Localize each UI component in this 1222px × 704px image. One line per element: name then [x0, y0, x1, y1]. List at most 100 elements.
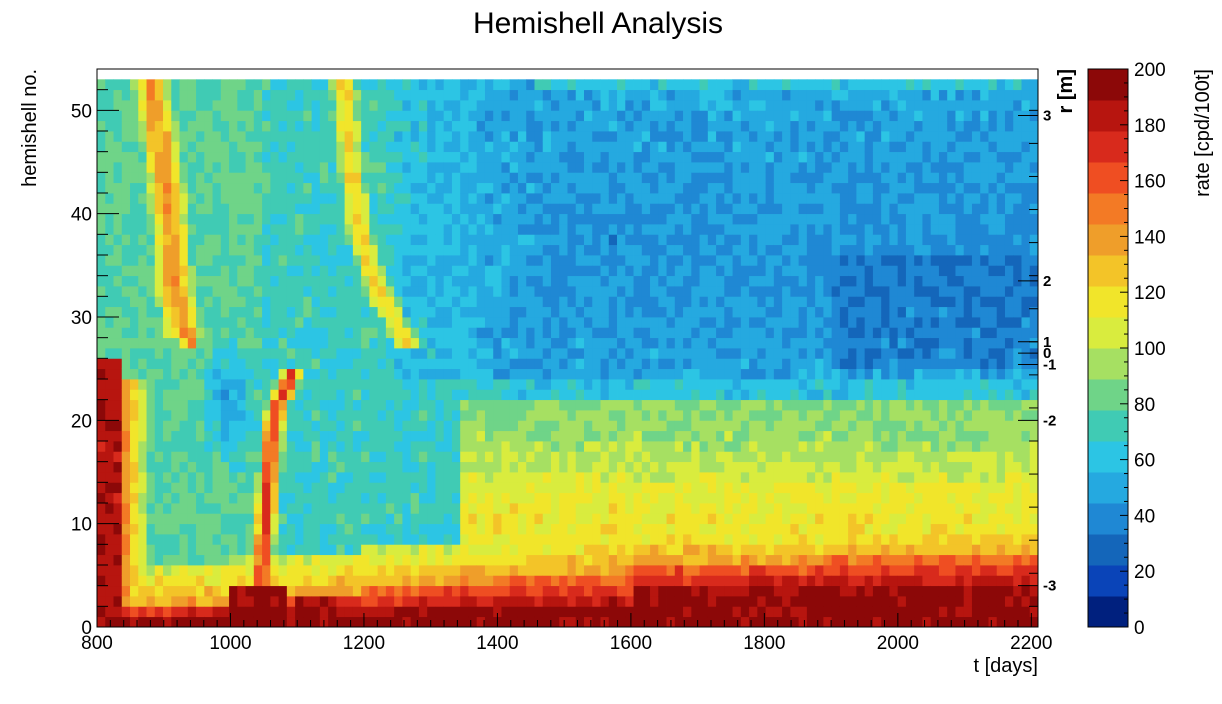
heatmap-cell — [468, 110, 478, 122]
heatmap-cell — [163, 358, 172, 370]
heatmap-cell — [790, 410, 800, 421]
heatmap-cell — [319, 348, 329, 359]
heatmap-cell — [633, 430, 643, 442]
heatmap-cell — [542, 410, 552, 421]
heatmap-cell — [773, 234, 783, 246]
heatmap-cell — [220, 554, 230, 566]
heatmap-cell — [815, 151, 824, 163]
heatmap-cell — [666, 389, 676, 401]
heatmap-cell — [344, 182, 354, 194]
heatmap-cell — [567, 348, 577, 359]
heatmap-cell — [229, 348, 238, 359]
heatmap-cell — [435, 430, 445, 442]
heatmap-cell — [319, 358, 329, 370]
heatmap-cell — [212, 317, 222, 328]
heatmap-cell — [782, 399, 791, 411]
heatmap-cell — [352, 234, 362, 246]
heatmap-cell — [749, 513, 758, 525]
heatmap-cell — [790, 182, 800, 194]
heatmap-cell — [146, 275, 156, 287]
heatmap-cell — [427, 306, 436, 318]
heatmap-cell — [534, 554, 544, 566]
heatmap-cell — [138, 379, 147, 390]
heatmap-cell — [179, 110, 189, 122]
heatmap-cell — [245, 420, 255, 432]
heatmap-cell — [872, 616, 882, 628]
heatmap-cell — [303, 596, 313, 607]
heatmap-cell — [163, 203, 172, 215]
heatmap-cell — [253, 616, 263, 628]
heatmap-cell — [130, 379, 139, 390]
heatmap-cell — [410, 596, 420, 607]
heatmap-cell — [831, 451, 841, 463]
heatmap-cell — [493, 172, 502, 184]
heatmap-cell — [683, 151, 692, 163]
heatmap-cell — [468, 337, 478, 349]
heatmap-cell — [864, 492, 874, 504]
heatmap-cell — [831, 461, 841, 473]
heatmap-cell — [683, 296, 692, 308]
heatmap-cell — [138, 110, 147, 122]
heatmap-cell — [154, 244, 164, 256]
heatmap-cell — [749, 461, 758, 473]
heatmap-cell — [534, 420, 544, 432]
heatmap-cell — [402, 606, 412, 618]
heatmap-cell — [196, 337, 205, 349]
heatmap-cell — [683, 461, 692, 473]
heatmap-cell — [303, 172, 313, 184]
heatmap-cell — [319, 461, 329, 473]
heatmap-cell — [435, 172, 445, 184]
heatmap-cell — [97, 420, 106, 432]
heatmap-cell — [509, 234, 519, 246]
heatmap-cell — [410, 554, 420, 566]
heatmap-cell — [278, 358, 288, 370]
heatmap-cell — [418, 286, 428, 297]
heatmap-cell — [410, 513, 420, 525]
heatmap-cell — [815, 534, 824, 545]
heatmap-cell — [295, 596, 304, 607]
heatmap-cell — [650, 523, 659, 535]
heatmap-cell — [699, 89, 709, 101]
heatmap-cell — [724, 565, 733, 576]
heatmap-cell — [493, 441, 502, 452]
heatmap-cell — [848, 213, 857, 225]
heatmap-cell — [369, 337, 379, 349]
heatmap-cell — [286, 79, 296, 91]
heatmap-cell — [204, 296, 213, 308]
heatmap-cell — [427, 441, 436, 452]
heatmap-cell — [592, 182, 601, 194]
heatmap-cell — [427, 131, 436, 142]
heatmap-cell — [617, 306, 626, 318]
heatmap-cell — [493, 244, 502, 256]
heatmap-cell — [732, 120, 742, 132]
heatmap-cell — [608, 544, 618, 556]
heatmap-cell — [253, 461, 263, 473]
heatmap-cell — [509, 151, 519, 163]
heatmap-cell — [245, 358, 255, 370]
heatmap-cell — [278, 213, 288, 225]
heatmap-cell — [666, 131, 676, 142]
heatmap-cell — [650, 596, 659, 607]
heatmap-cell — [427, 379, 436, 390]
heatmap-cell — [608, 430, 618, 442]
heatmap-cell — [575, 596, 585, 607]
heatmap-cell — [435, 79, 445, 91]
heatmap-cell — [501, 616, 511, 628]
heatmap-cell — [806, 224, 816, 235]
heatmap-cell — [385, 368, 395, 380]
heatmap-cell — [839, 389, 849, 401]
heatmap-cell — [831, 616, 841, 628]
heatmap-cell — [707, 337, 717, 349]
heatmap-cell — [361, 141, 370, 153]
heatmap-cell — [352, 616, 362, 628]
heatmap-cell — [328, 110, 337, 122]
heatmap-cell — [790, 141, 800, 153]
heatmap-cell — [344, 513, 354, 525]
heatmap-cell — [517, 430, 527, 442]
heatmap-cell — [460, 399, 469, 411]
heatmap-cell — [229, 306, 238, 318]
heatmap-cell — [105, 482, 114, 494]
heatmap-cell — [286, 585, 296, 597]
heatmap-cell — [798, 430, 808, 442]
heatmap-cell — [856, 110, 866, 122]
